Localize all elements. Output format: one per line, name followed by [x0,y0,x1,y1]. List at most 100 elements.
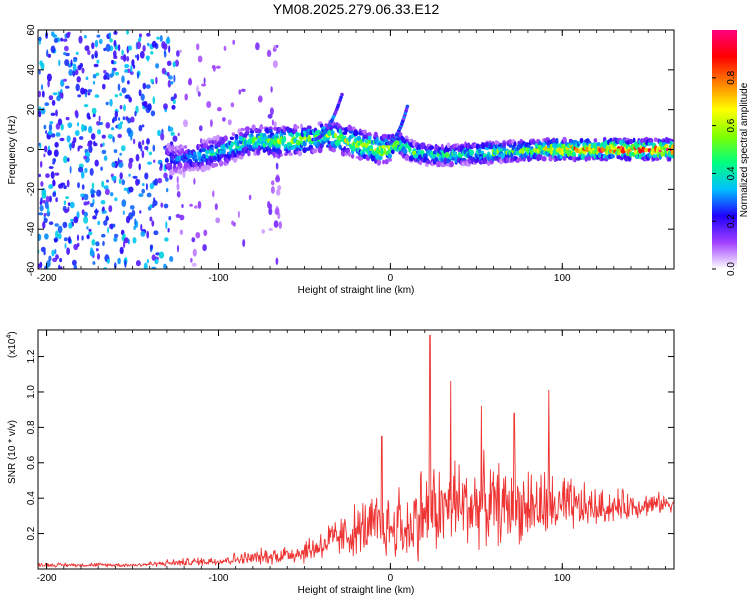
noise-speck [74,130,80,136]
noise-speck [141,124,145,128]
noise-speck [96,253,101,260]
noise-speck [51,99,56,106]
noise-speck [91,239,96,246]
noise-speck [86,226,89,230]
noise-speck [119,92,123,97]
noise-speck [97,220,101,226]
noise-speck [91,107,97,115]
noise-speck [70,59,73,67]
noise-speck [222,117,226,122]
noise-speck [146,259,149,264]
noise-speck [154,258,159,265]
noise-speck [123,237,129,244]
noise-speck [39,205,44,212]
ridge-cell [297,150,303,157]
noise-speck [60,79,65,87]
noise-speck [83,211,89,217]
noise-speck [63,200,67,205]
ridge-cell [649,141,653,146]
noise-speck [167,227,170,233]
ridge-cell [537,153,543,160]
noise-speck [107,227,110,234]
noise-speck [101,134,106,139]
ridge-cell [194,162,198,168]
noise-speck [98,38,103,45]
noise-speck [121,179,126,186]
ridge-cell [330,130,335,134]
noise-speck [48,221,54,225]
ridge-cell [307,136,311,143]
noise-speck [124,69,129,73]
noise-speck [147,103,152,112]
noise-speck [193,178,196,185]
noise-speck [153,230,159,236]
noise-speck [40,181,44,187]
chirp-cell [340,92,344,97]
noise-speck [52,158,57,163]
noise-speck [227,119,232,126]
ridge-cell [175,145,180,150]
noise-speck [93,63,99,68]
noise-speck [52,161,55,165]
noise-speck [118,162,124,168]
noise-speck [230,102,235,108]
ridge-cell [376,159,382,166]
ridge-cell [387,153,393,160]
ridge-cell [197,152,202,158]
noise-speck [212,190,215,198]
snr-panel: -200 -100 0 100 0.2 0.4 0.6 0.8 1.0 1.2 Height of… [6,329,675,596]
noise-speck [94,94,100,98]
noise-speck [189,203,193,207]
y-tick-label: 0 [26,146,37,152]
noise-speck [163,51,167,58]
noise-speck [81,184,85,190]
noise-speck [81,235,84,241]
noise-speck [38,212,44,216]
ridge-cell [670,154,674,159]
noise-speck [103,155,108,161]
noise-speck [48,166,54,169]
ridge-cell [638,153,642,160]
noise-speck [138,163,141,171]
noise-speck [115,71,119,76]
noise-speck [128,161,133,169]
ridge-cell [580,153,586,160]
y-tick-label: -60 [26,261,37,276]
noise-speck [102,83,106,90]
noise-speck [150,78,154,84]
noise-speck [64,243,67,249]
noise-speck [176,50,180,57]
ridge-cell [240,127,246,132]
ridge-cell [573,156,577,163]
ridge-cell [542,156,547,162]
x-tick-label: 0 [388,573,394,584]
ridge-cell [240,152,245,157]
ridge-cell [214,162,218,167]
ridge-cell [660,150,664,158]
noise-speck [113,149,118,154]
noise-speck [160,132,165,141]
ridge-cell [251,124,256,131]
noise-speck [151,40,157,48]
noise-speck [119,246,124,255]
noise-speck [111,175,117,182]
noise-speck [156,36,160,40]
noise-speck [90,133,96,140]
chirp-cell [339,95,343,100]
noise-speck [54,248,57,255]
noise-speck [89,168,94,176]
ridge-cell [229,136,235,141]
noise-speck [124,259,127,268]
noise-speck [104,188,110,196]
noise-speck [89,249,95,257]
noise-speck [42,199,46,204]
noise-speck [138,89,142,97]
ridge-cell [232,157,238,163]
noise-speck [47,130,53,136]
ridge-cell [521,147,525,155]
noise-speck [57,225,63,234]
x-tick-label: 100 [554,273,571,284]
ridge-cell [338,128,342,134]
noise-speck [121,87,127,94]
noise-speck [151,266,157,269]
